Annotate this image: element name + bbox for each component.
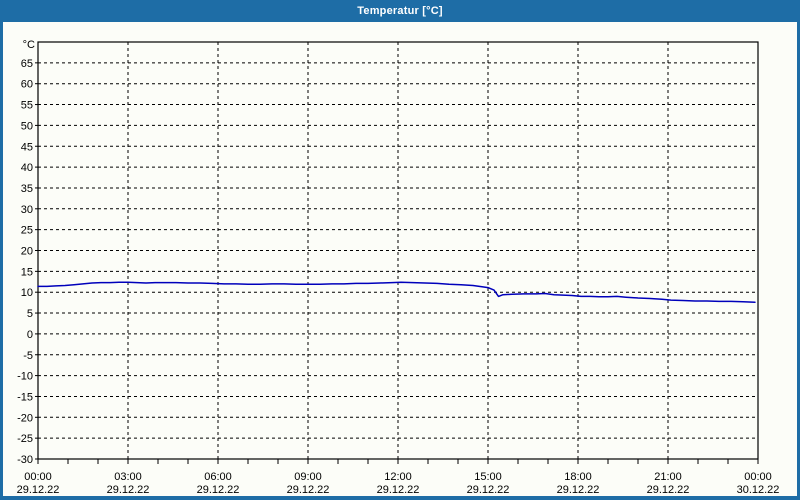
x-tick-date-label: 29.12.22 bbox=[107, 484, 150, 496]
temperature-chart: -30 -25 -20 -15 -10 -5 0 5 10 15 20 25 30 35 40 45 50 55 6… bbox=[17, 39, 780, 496]
y-tick-label: -25 bbox=[17, 433, 33, 445]
y-tick-label: 20 bbox=[21, 246, 33, 258]
y-tick-label: 40 bbox=[21, 162, 33, 174]
y-tick-label: 60 bbox=[21, 79, 33, 91]
y-tick-label: 0 bbox=[27, 329, 33, 341]
y-tick-label: 5 bbox=[27, 308, 33, 320]
x-tick-time-label: 03:00 bbox=[114, 471, 142, 483]
x-tick-time-label: 12:00 bbox=[384, 471, 412, 483]
plot-border bbox=[37, 41, 759, 460]
x-tick-date-label: 29.12.22 bbox=[287, 484, 330, 496]
x-tick-time-label: 06:00 bbox=[204, 471, 232, 483]
y-tick-label: 45 bbox=[21, 141, 33, 153]
y-tick-label: -5 bbox=[23, 350, 33, 362]
x-tick-date-label: 29.12.22 bbox=[17, 484, 60, 496]
x-tick-time-label: 09:00 bbox=[294, 471, 322, 483]
x-tick-date-label: 29.12.22 bbox=[197, 484, 240, 496]
y-axis-unit-label: °C bbox=[23, 39, 35, 51]
y-tick-label: 25 bbox=[21, 225, 33, 237]
x-tick-date-label: 29.12.22 bbox=[647, 484, 690, 496]
y-tick-label: 10 bbox=[21, 287, 33, 299]
x-tick-time-label: 00:00 bbox=[24, 471, 52, 483]
y-tick-label: 30 bbox=[21, 204, 33, 216]
y-tick-label: 35 bbox=[21, 183, 33, 195]
x-tick-time-label: 15:00 bbox=[474, 471, 502, 483]
temperature-line bbox=[37, 281, 756, 303]
window-titlebar[interactable]: Temperatur [°C] bbox=[0, 0, 800, 22]
x-tick-date-label: 29.12.22 bbox=[557, 484, 600, 496]
x-tick-time-label: 00:00 bbox=[744, 471, 772, 483]
y-tick-label: 55 bbox=[21, 100, 33, 112]
y-tick-label: 50 bbox=[21, 120, 33, 132]
x-tick-date-label: 30.12.22 bbox=[737, 484, 780, 496]
y-tick-label: -30 bbox=[17, 454, 33, 466]
x-tick-date-label: 29.12.22 bbox=[377, 484, 420, 496]
y-tick-label: 15 bbox=[21, 266, 33, 278]
x-tick-time-label: 18:00 bbox=[564, 471, 592, 483]
y-tick-label: -10 bbox=[17, 371, 33, 383]
y-tick-label: -20 bbox=[17, 412, 33, 424]
chart-panel: -30 -25 -20 -15 -10 -5 0 5 10 15 20 25 30 35 40 45 50 55 6… bbox=[3, 22, 797, 496]
y-tick-label: 65 bbox=[21, 58, 33, 70]
x-tick-time-label: 21:00 bbox=[654, 471, 682, 483]
x-tick-date-label: 29.12.22 bbox=[467, 484, 510, 496]
window-title: Temperatur [°C] bbox=[357, 5, 443, 17]
y-tick-label: -15 bbox=[17, 391, 33, 403]
